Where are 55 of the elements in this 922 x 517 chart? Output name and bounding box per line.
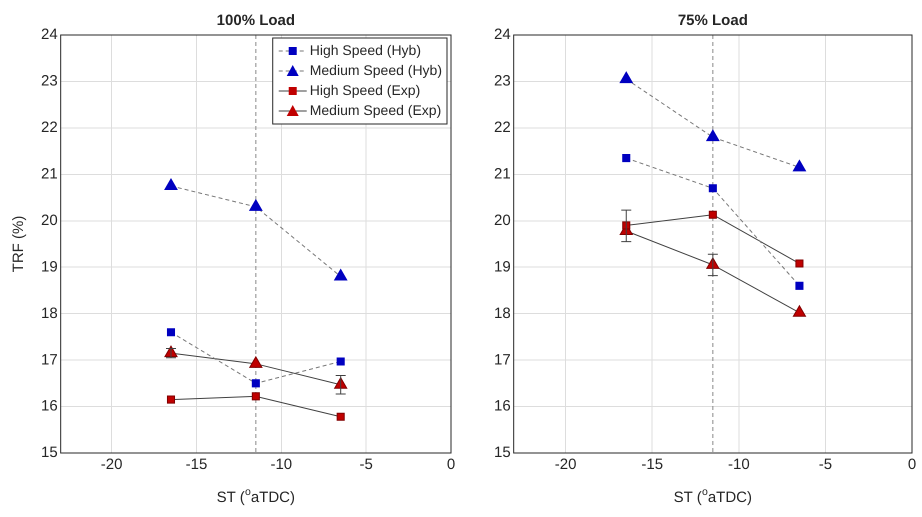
- point: [336, 357, 345, 366]
- y-tick-label: 19: [494, 258, 511, 276]
- y-tick-label: 20: [40, 212, 58, 229]
- y-tick-label: 18: [40, 304, 58, 322]
- point: [708, 184, 717, 192]
- y-tick-label: 21: [40, 165, 58, 182]
- x-tick-label: -5: [359, 456, 373, 474]
- x-tick-label: 0: [908, 456, 916, 474]
- point: [708, 210, 717, 219]
- point: [166, 328, 176, 336]
- y-tick-label: 22: [494, 119, 511, 136]
- legend-label: Medium Speed (Exp): [310, 102, 442, 118]
- point: [249, 199, 262, 211]
- chart-title: 100% Load: [216, 12, 296, 30]
- y-tick-label: 16: [494, 398, 511, 415]
- y-tick-label: 23: [40, 72, 58, 90]
- y-tick-label: 17: [494, 351, 511, 368]
- y-tick-label: 15: [494, 444, 511, 462]
- chart-title: 75% Load: [678, 12, 748, 30]
- x-tick-label: -5: [818, 456, 832, 474]
- y-tick-label: 16: [40, 398, 58, 415]
- point: [166, 396, 176, 404]
- point: [795, 259, 804, 268]
- point: [336, 412, 345, 421]
- point: [795, 282, 804, 290]
- point: [164, 178, 178, 190]
- x-tick-label: -20: [554, 456, 576, 474]
- point: [252, 379, 260, 388]
- point: [334, 269, 348, 281]
- y-tick-label: 21: [494, 165, 511, 182]
- y-tick-label: 18: [494, 304, 511, 322]
- y-axis-title: TRF (%): [10, 216, 27, 272]
- y-tick-label: 20: [494, 212, 511, 229]
- x-tick-label: -15: [186, 456, 208, 474]
- x-tick-label: -10: [270, 456, 292, 474]
- point: [792, 160, 806, 172]
- legend-label: Medium Speed (Hyb): [310, 62, 442, 78]
- y-tick-label: 22: [40, 119, 58, 136]
- y-tick-label: 15: [40, 444, 58, 462]
- point: [622, 154, 630, 162]
- legend-label: High Speed (Exp): [310, 82, 420, 98]
- y-tick-label: 19: [40, 258, 58, 276]
- x-tick-label: -20: [100, 456, 122, 474]
- x-tick-label: -10: [728, 456, 750, 474]
- y-tick-label: 23: [494, 72, 511, 90]
- x-tick-label: -15: [641, 456, 664, 474]
- point: [706, 130, 720, 142]
- legend-label: High Speed (Hyb): [310, 42, 422, 58]
- x-tick-label: 0: [446, 456, 456, 474]
- y-tick-label: 17: [40, 351, 58, 368]
- y-tick-label: 24: [40, 26, 58, 44]
- point: [252, 392, 260, 400]
- point: [620, 72, 633, 84]
- y-tick-label: 24: [494, 26, 511, 44]
- point: [249, 356, 262, 368]
